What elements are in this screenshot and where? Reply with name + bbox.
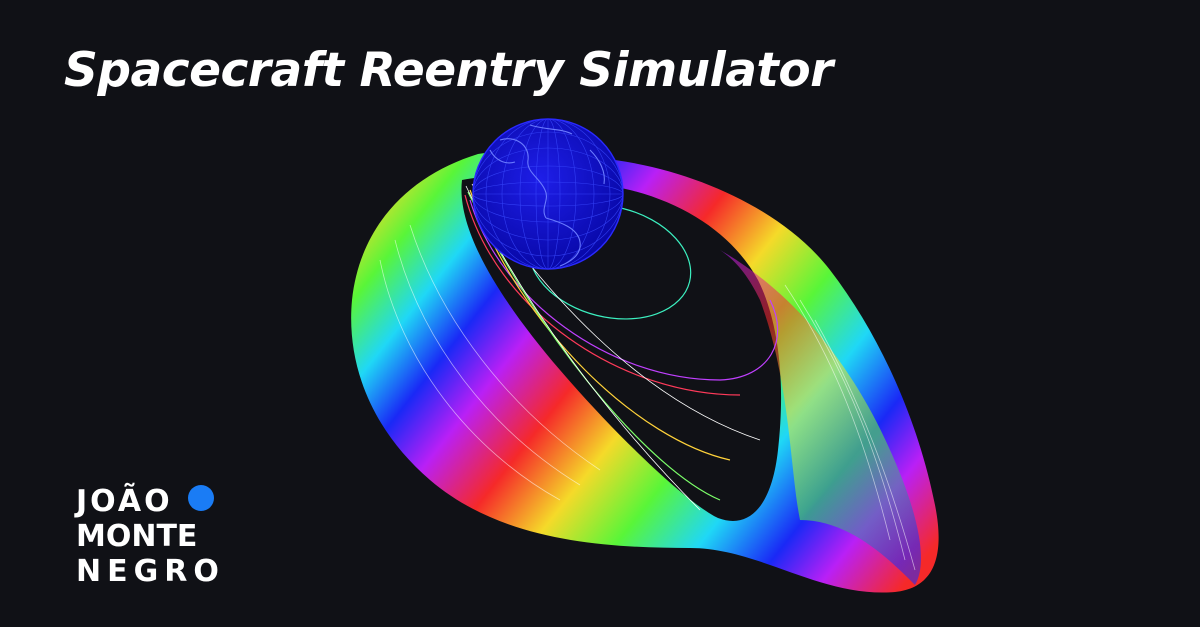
logo-line-3: NEGRO [76, 554, 225, 589]
trajectory-ribbon-band [720, 250, 921, 585]
trajectory-streaks [379, 224, 916, 571]
earth-globe [472, 118, 624, 270]
logo-line-2: MONTE [76, 519, 198, 554]
logo-line-1: JOÃO [76, 484, 173, 519]
orbit-lines [464, 183, 779, 511]
page-title: Spacecraft Reentry Simulator [64, 43, 833, 98]
trajectory-ribbon [351, 151, 939, 593]
logo-dot-icon [188, 485, 214, 511]
brand-logo: JOÃO MONTE NEGRO [76, 483, 236, 593]
